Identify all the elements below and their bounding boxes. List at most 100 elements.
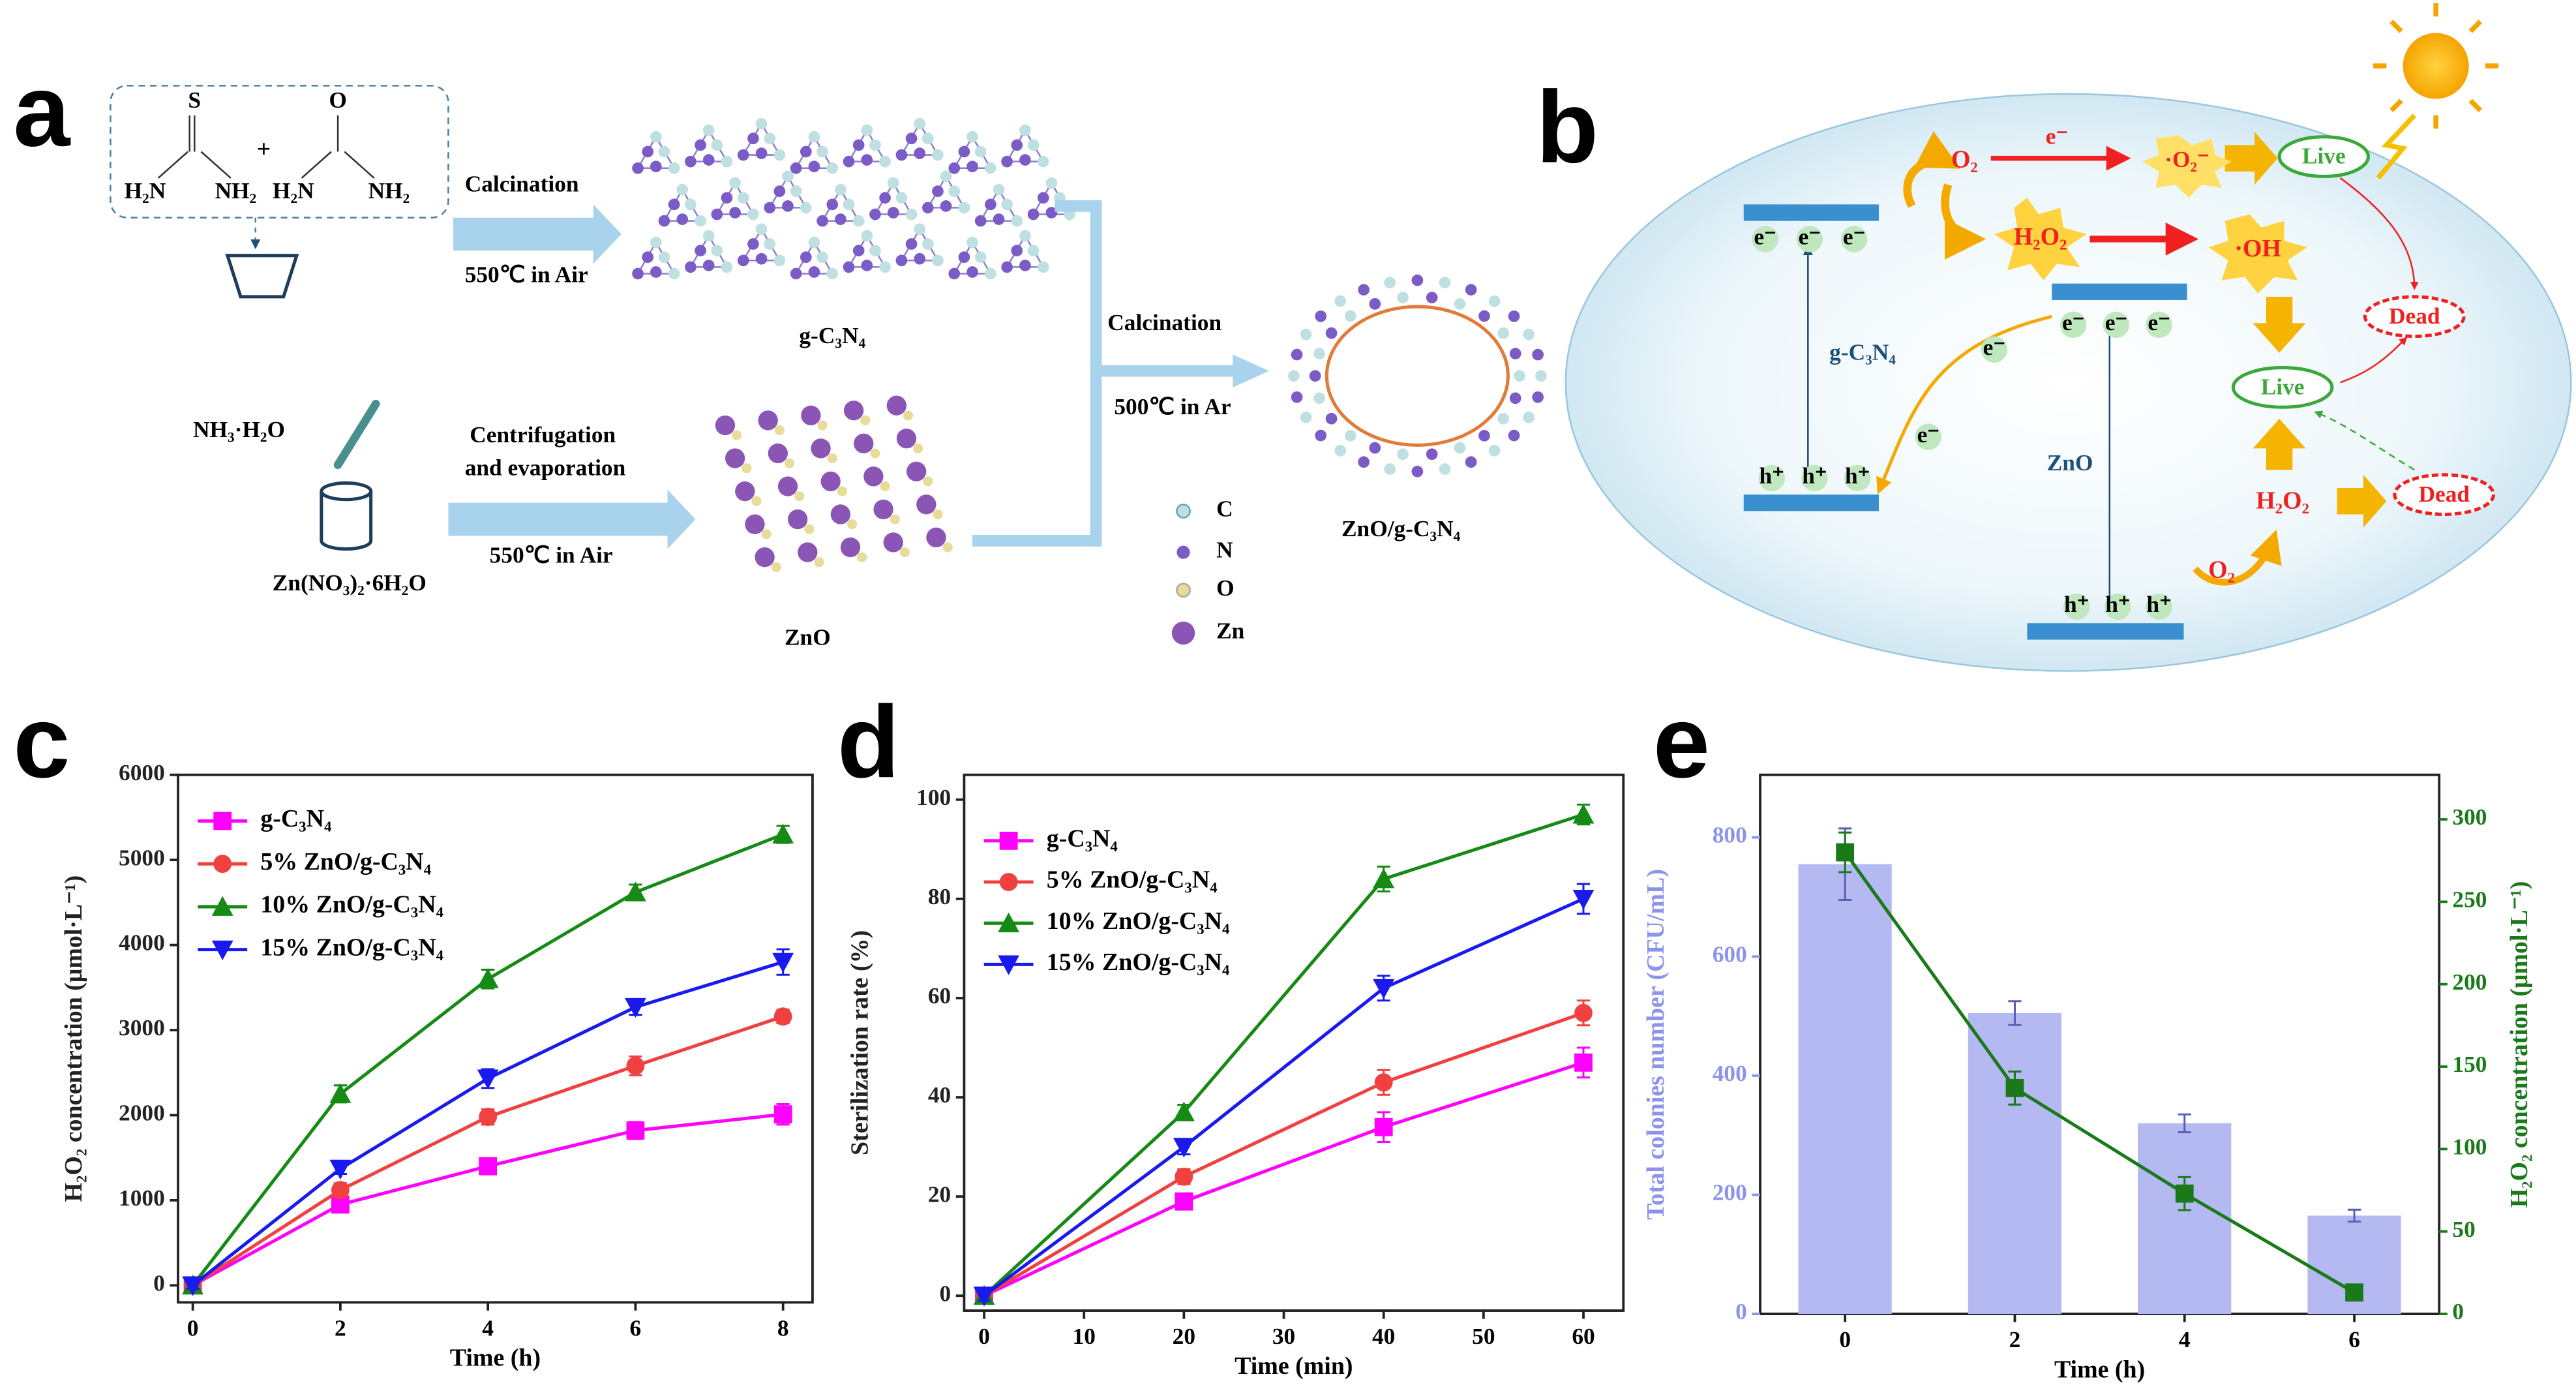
- marker: [998, 955, 1020, 975]
- atom: [913, 443, 923, 453]
- dead-cell: [2393, 473, 2496, 516]
- plot-frame: [177, 773, 814, 1304]
- atom: [773, 185, 786, 197]
- x-tick-label: 0: [978, 1323, 990, 1349]
- atom: [768, 443, 788, 464]
- marker: [329, 1083, 352, 1103]
- kill-arrow: [2340, 337, 2408, 384]
- atom: [899, 547, 910, 558]
- atom: [737, 254, 749, 267]
- x-tick-label: 8: [777, 1314, 789, 1341]
- carrier-label: h⁺: [1802, 463, 1827, 489]
- legend-label: 5% ZnO/g-C₃N₄: [1047, 866, 1218, 894]
- atom: [695, 215, 706, 227]
- atom: [782, 200, 794, 212]
- atom: [1019, 260, 1031, 271]
- x-tick-label: 60: [1572, 1323, 1595, 1349]
- atom: [747, 132, 759, 145]
- atom: [658, 215, 670, 227]
- atom: [755, 223, 768, 236]
- atom: [879, 261, 891, 273]
- y-tick-label: 80: [928, 883, 951, 909]
- atom: [774, 425, 785, 436]
- atom: [958, 202, 970, 214]
- block-arrow: [2253, 418, 2306, 470]
- y-tick-label: 3000: [119, 1014, 165, 1041]
- marker: [479, 1157, 498, 1176]
- atom: [921, 238, 934, 250]
- atom: [782, 170, 794, 183]
- atom: [1439, 463, 1451, 475]
- reagent: NH₃·H₂O: [193, 416, 285, 442]
- atom: [932, 149, 944, 161]
- atom: [985, 162, 996, 174]
- atom: [1465, 284, 1477, 296]
- marker: [773, 1105, 792, 1124]
- atom: [632, 267, 644, 280]
- marker: [773, 1007, 792, 1026]
- atom: [861, 260, 873, 271]
- atom: [993, 183, 1005, 196]
- marker: [999, 831, 1018, 850]
- atom: [852, 215, 865, 227]
- plot-frame: [963, 773, 1625, 1312]
- atom: [715, 415, 736, 436]
- atom: [895, 192, 908, 204]
- atom: [1313, 348, 1325, 359]
- cell-label: Live: [2261, 374, 2305, 400]
- transfer: [2193, 529, 2282, 586]
- beaker: [320, 491, 373, 551]
- marker: [211, 896, 233, 916]
- atom: [1325, 327, 1338, 339]
- atom: [905, 238, 918, 250]
- atom: [658, 145, 670, 158]
- atom: [843, 261, 855, 273]
- atom: [1523, 411, 1535, 423]
- atom: [745, 514, 765, 534]
- carrier-label: h⁺: [2064, 591, 2089, 617]
- atom: [808, 160, 820, 173]
- atom: [870, 448, 880, 459]
- atom: [857, 552, 867, 562]
- legend-text: N: [1216, 537, 1233, 563]
- atom: [737, 192, 749, 204]
- legend-label: 15% ZnO/g-C₃N₄: [260, 934, 443, 961]
- material-label: ZnO: [2047, 449, 2093, 476]
- structure-label: ZnO/g-C₃N₄: [1341, 515, 1461, 541]
- x-tick-label: 30: [1272, 1323, 1295, 1349]
- sun-rays: [2373, 3, 2499, 129]
- x-tick-label: 10: [1073, 1323, 1096, 1349]
- atom: [1488, 295, 1501, 307]
- atom: [1514, 370, 1525, 382]
- y2-tick-label: 250: [2452, 886, 2487, 912]
- atom: [985, 198, 996, 211]
- atom: [843, 155, 855, 168]
- atom: [993, 213, 1005, 225]
- atom: [1011, 245, 1023, 256]
- x-axis-label: Time (min): [1235, 1352, 1353, 1380]
- atom: [861, 154, 873, 166]
- atom: [1439, 277, 1451, 289]
- atom: [940, 170, 952, 183]
- atom: [914, 117, 926, 130]
- atom: [905, 208, 918, 220]
- atom: [784, 458, 795, 468]
- marker: [213, 855, 232, 874]
- atom: [1397, 292, 1409, 303]
- atom: [676, 213, 689, 225]
- material-label: g-C₃N₄: [1829, 339, 1896, 365]
- marker: [2005, 1079, 2024, 1097]
- atom: [668, 162, 680, 174]
- atom: [820, 471, 841, 492]
- transfer: [1941, 183, 1986, 260]
- atom: [702, 154, 715, 166]
- y2-tick-label: 50: [2452, 1216, 2475, 1242]
- carrier: [1752, 226, 1778, 252]
- atom: [854, 433, 874, 453]
- transfer: [1876, 314, 2052, 494]
- atom: [840, 537, 861, 558]
- atom: [1535, 370, 1547, 382]
- series-line: [192, 1112, 783, 1287]
- panel-label: d: [837, 685, 900, 799]
- marker: [1574, 1003, 1593, 1022]
